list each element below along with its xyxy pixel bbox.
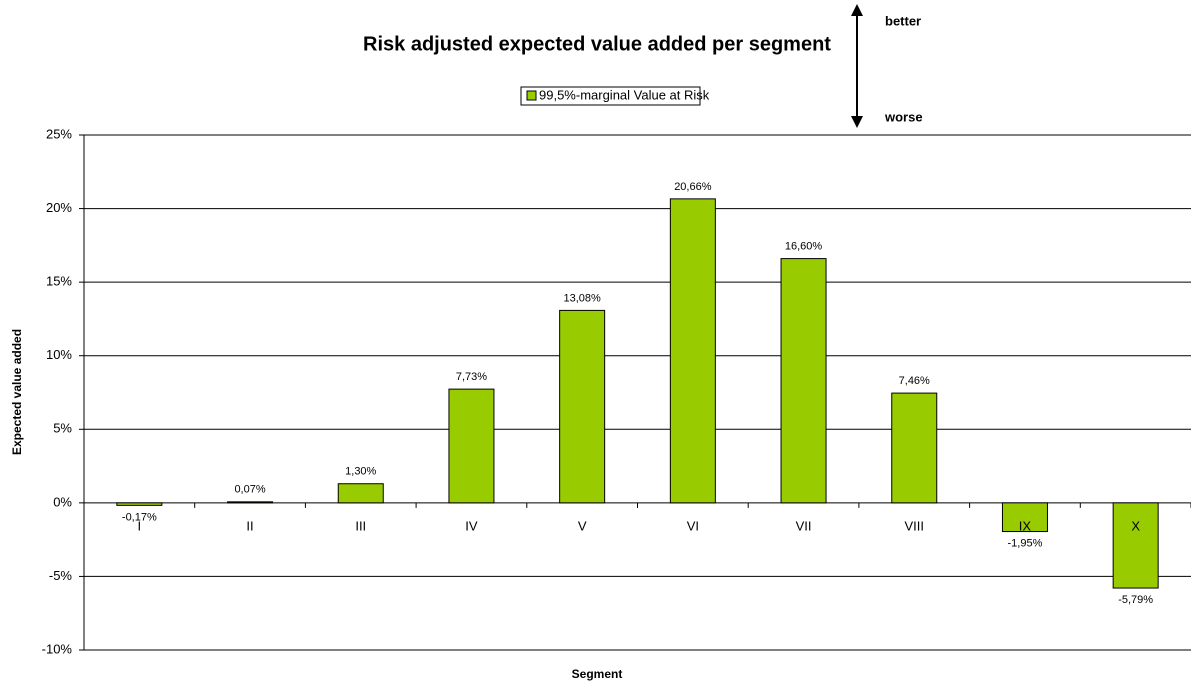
data-label: 0,07% [234,484,265,496]
x-tick-label: IV [465,518,478,533]
data-label: 7,73% [456,371,487,383]
bar [448,388,495,504]
x-tick-label: X [1131,518,1140,533]
x-tick-label: VIII [904,518,924,533]
x-axis-label: Segment [572,667,623,681]
bar [780,258,827,504]
y-tick-label: 20% [46,200,72,215]
legend-box [520,86,701,106]
bar [1112,502,1159,589]
bar [116,502,163,506]
data-label: -0,17% [122,511,157,523]
bar [337,483,384,504]
y-tick-label: -5% [49,568,73,583]
data-label: 1,30% [345,466,376,478]
bar [669,198,716,504]
y-tick-label: -10% [42,641,73,656]
y-tick-label: 0% [53,494,72,509]
x-tick-label: VI [687,518,699,533]
legend-swatch [526,90,537,101]
x-tick-label: III [355,518,366,533]
data-label: 20,66% [674,181,712,193]
x-tick-label: II [246,518,253,533]
annotation: worse [884,109,923,124]
bar [891,392,938,504]
data-label: -1,95% [1008,537,1043,549]
x-tick-label: VII [796,518,812,533]
y-tick-label: 10% [46,347,72,362]
chart-title: Risk adjusted expected value added per s… [363,33,831,55]
data-label: -5,79% [1118,594,1153,606]
x-tick-label: V [578,518,587,533]
legend-label: 99,5%-marginal Value at Risk [539,87,710,102]
y-tick-label: 25% [46,126,72,141]
bar [227,501,274,504]
x-tick-label: I [138,518,142,533]
data-label: 16,60% [785,241,823,253]
y-tick-label: 15% [46,274,72,289]
data-label: 7,46% [899,375,930,387]
y-tick-label: 5% [53,421,72,436]
bar [559,309,606,504]
x-tick-label: IX [1019,518,1032,533]
y-axis-label: Expected value added [10,329,24,455]
annotation: better [885,13,921,28]
data-label: 13,08% [563,292,601,304]
bar [1001,502,1048,533]
